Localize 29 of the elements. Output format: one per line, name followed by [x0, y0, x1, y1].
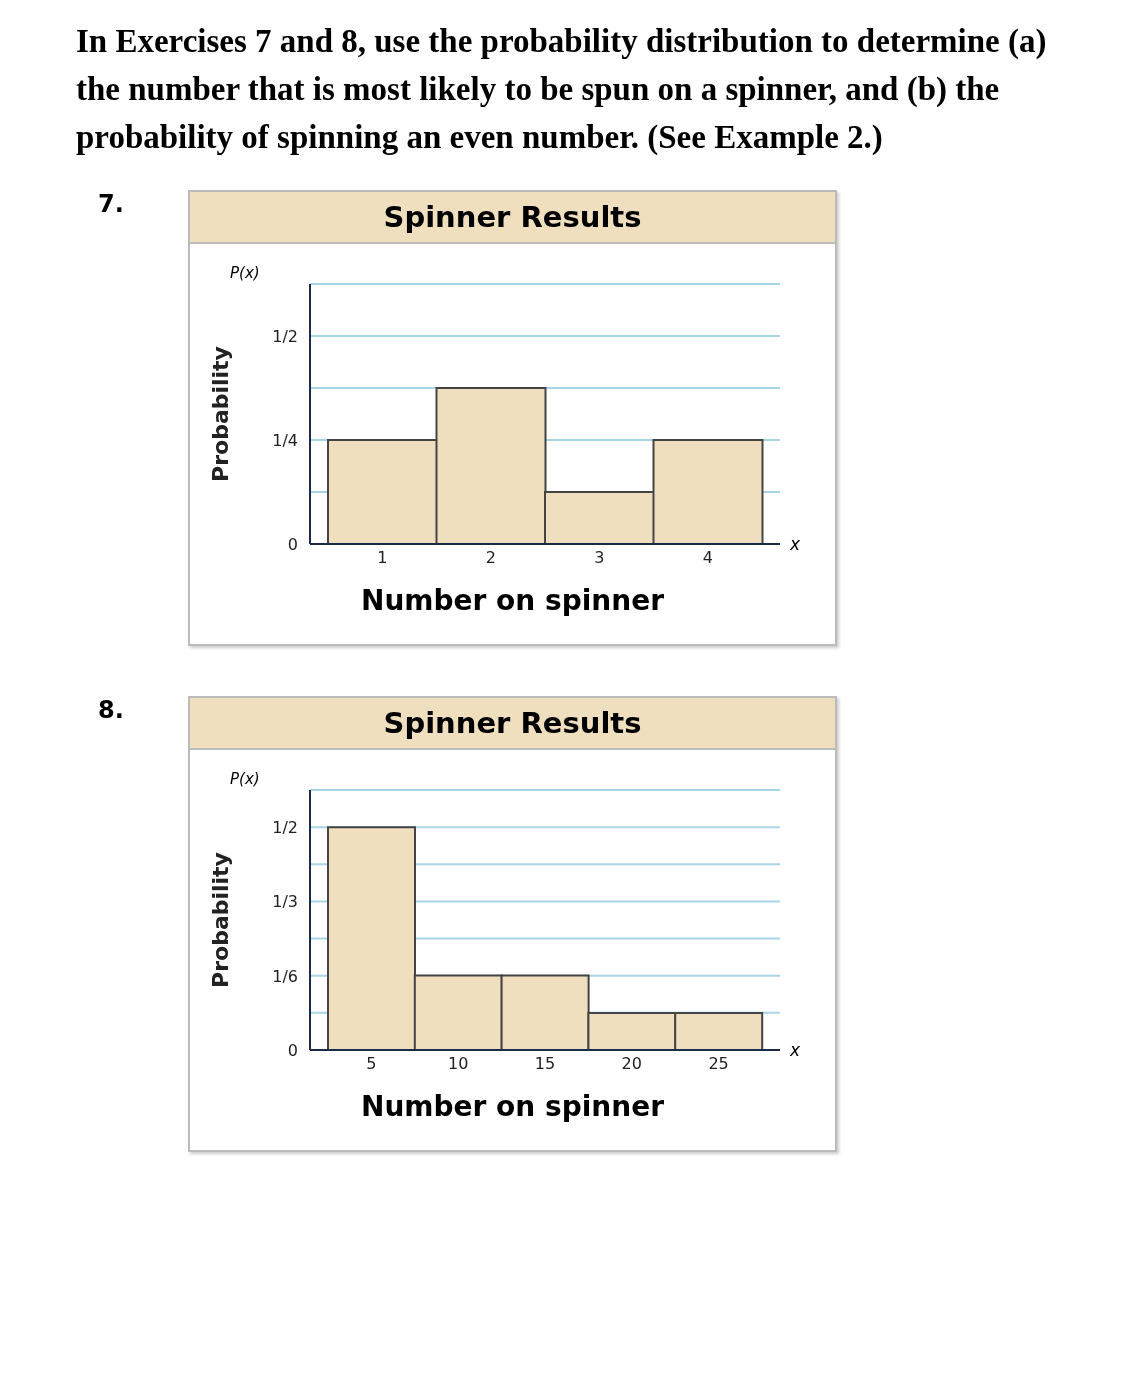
x-tick-label: 5 — [366, 1053, 377, 1073]
text: P(x) — [230, 769, 260, 788]
text: x — [790, 533, 801, 554]
x-tick-label: 4 — [702, 547, 713, 567]
x-tick-label: 2 — [485, 547, 496, 567]
x-tick-label: 25 — [708, 1053, 729, 1073]
x-tick-label: 20 — [621, 1053, 642, 1073]
text: P(x) — [230, 263, 260, 282]
x-tick-label: 3 — [594, 547, 605, 567]
x-axis-title: Number on spinner — [360, 583, 665, 617]
x-tick-label: 15 — [534, 1053, 556, 1073]
y-axis-title: Probability — [207, 851, 233, 988]
y-axis-title: Probability — [207, 345, 233, 482]
x-tick-label: 10 — [448, 1053, 469, 1073]
text: x — [790, 1039, 801, 1060]
text: In Exercises 7 and 8, use the probability distribution to determine (a) the number that is most likely to be spun on a spinner, and (b) the probability of spinning an even number. (See Example 2.) — [76, 22, 1048, 157]
chart-title: Spinner Results — [190, 697, 835, 750]
y-tick-label: 1/6 — [272, 966, 298, 986]
y-tick-label: 1/2 — [272, 326, 298, 346]
chart-title: Spinner Results — [190, 191, 835, 244]
y-tick-label: 1/4 — [272, 430, 298, 450]
y-tick-label: 0 — [287, 1040, 298, 1060]
x-tick-label: 1 — [377, 547, 388, 567]
y-tick-label: 0 — [287, 534, 298, 554]
y-tick-label: 1/3 — [272, 891, 298, 911]
text: 7. — [98, 189, 125, 220]
x-axis-title: Number on spinner — [360, 1089, 665, 1123]
y-tick-label: 1/2 — [272, 817, 298, 837]
text: 8. — [98, 695, 125, 726]
